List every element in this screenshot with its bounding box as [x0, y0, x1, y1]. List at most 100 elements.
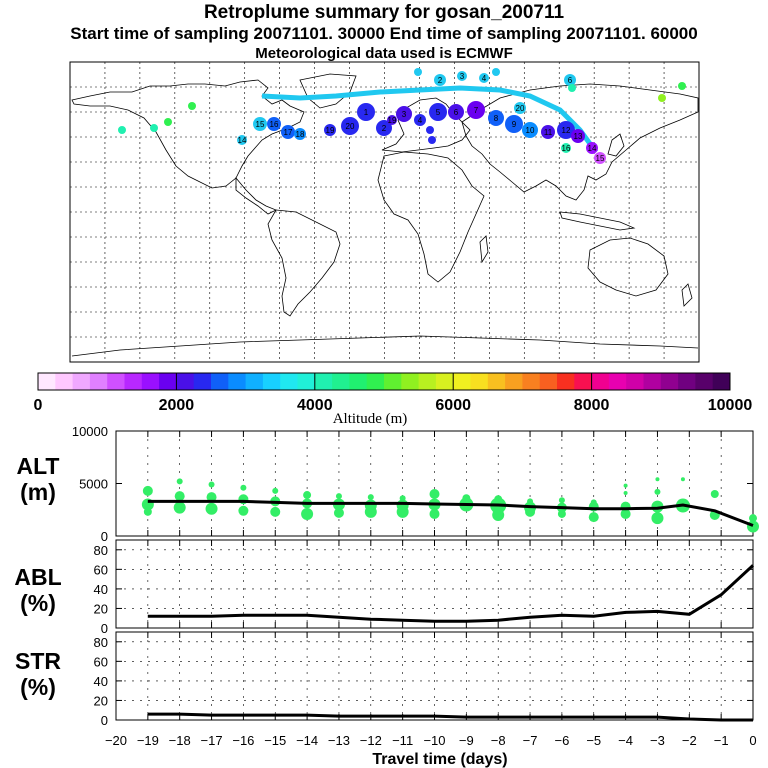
- cluster-label: 5: [436, 108, 441, 117]
- altitude-colorbar: 0 2000 4000 6000 8000 10000 Altitude (m): [34, 372, 753, 427]
- alt-scatter-point: [710, 490, 719, 498]
- cluster-label: 18: [296, 130, 305, 139]
- cluster-marker: [571, 129, 585, 143]
- alt-scatter-point: [396, 505, 409, 518]
- cluster-marker: [505, 115, 523, 133]
- alt-scatter-point: [143, 507, 152, 516]
- alt-scatter-point: [492, 509, 505, 521]
- colorbar-cell: [591, 373, 610, 390]
- colorbar-cell: [332, 373, 350, 390]
- cluster-label: 4: [482, 74, 487, 83]
- cluster-marker: [658, 94, 666, 102]
- cluster-label: 20: [516, 104, 525, 113]
- alt-scatter-point: [208, 481, 215, 488]
- coastlines: [71, 73, 699, 357]
- colorbar-cell: [297, 373, 316, 390]
- cluster-label: 2: [382, 124, 387, 133]
- colorbar-cell: [522, 373, 541, 390]
- colorbar-cell: [280, 373, 298, 390]
- y-tick-label: 40: [94, 582, 108, 597]
- colorbar-cell: [193, 373, 212, 390]
- alt-scatter-point: [173, 501, 186, 514]
- cluster-marker: [522, 122, 538, 138]
- cluster-label: 10: [526, 126, 535, 135]
- met-data-subtitle: Meteorological data used is ECMWF: [255, 45, 513, 62]
- colorbar-cell: [435, 373, 454, 390]
- y-tick-label: 40: [94, 674, 108, 689]
- colorbar-cell: [89, 373, 108, 390]
- colorbar-cell: [72, 373, 91, 390]
- cluster-label: 19: [326, 126, 335, 135]
- colorbar-frame: [37, 372, 731, 391]
- x-tick-label: −12: [360, 733, 382, 748]
- x-tick-label: −3: [650, 733, 665, 748]
- colorbar-cell: [418, 373, 437, 390]
- alt-scatter-point: [303, 491, 312, 500]
- coast-africa: [377, 151, 485, 283]
- coast-antarctica: [71, 335, 699, 357]
- alt-panel: ALT (m) 10000 5000 0: [16, 424, 759, 544]
- alt-scatter-point: [206, 492, 217, 503]
- colorbar-cell: [349, 373, 368, 390]
- alt-scatter-point: [272, 487, 279, 494]
- cluster-label: 14: [238, 136, 247, 145]
- cluster-marker: [561, 143, 571, 153]
- coast-australia: [587, 237, 669, 297]
- colorbar-cell: [245, 373, 264, 390]
- cluster-label: 2: [438, 76, 443, 85]
- x-tick-label: −4: [618, 733, 633, 748]
- cluster-label: 6: [568, 76, 573, 85]
- main-title: Retroplume summary for gosan_200711: [203, 2, 565, 23]
- alt-scatter-point: [623, 483, 628, 488]
- cluster-label: 15: [256, 120, 265, 129]
- y-tick-label: 20: [94, 601, 108, 616]
- y-tick-label: 80: [94, 543, 108, 558]
- colorbar-tick-label: 10000: [708, 397, 753, 414]
- cluster-marker: [492, 68, 500, 76]
- colorbar-cell: [366, 373, 385, 390]
- coast-north-america: [71, 79, 305, 189]
- y-tick-label: 0: [101, 713, 108, 728]
- alt-scatter-point: [558, 497, 565, 504]
- x-tick-label: −13: [328, 733, 350, 748]
- colorbar-cell: [695, 373, 714, 390]
- colorbar-cell: [505, 373, 523, 390]
- x-tick-label: −9: [459, 733, 474, 748]
- colorbar-cell: [124, 373, 143, 390]
- alt-scatter-point: [399, 495, 406, 502]
- cluster-label: 14: [588, 144, 597, 153]
- alt-scatter-point: [620, 508, 631, 519]
- alt-scatter-point: [749, 514, 757, 523]
- alt-scatter-point: [557, 509, 566, 518]
- alt-scatter-point: [270, 506, 281, 517]
- cluster-marker: [564, 74, 576, 86]
- x-tick-label: −15: [264, 733, 286, 748]
- abl-ylabel-line1: ABL: [14, 564, 61, 590]
- x-tick-label: −7: [523, 733, 538, 748]
- cluster-marker: [434, 74, 446, 86]
- y-tick-label: 5000: [79, 477, 108, 492]
- map-graticule: [70, 62, 699, 362]
- alt-scatter-point: [335, 493, 342, 500]
- cluster-marker: [387, 115, 397, 125]
- colorbar-cell: [574, 373, 593, 390]
- colorbar-cell: [557, 373, 575, 390]
- cluster-marker: [376, 120, 392, 136]
- x-axis-label: Travel time (days): [372, 751, 507, 768]
- x-tick-label: −8: [491, 733, 506, 748]
- x-tick-label: −10: [423, 733, 445, 748]
- colorbar-label: Altitude (m): [333, 411, 408, 427]
- alt-scatter-point: [525, 506, 536, 517]
- cluster-label: 3: [402, 110, 407, 119]
- alt-scatter-point: [142, 485, 153, 496]
- coast-new-zealand: [681, 283, 693, 307]
- colorbar-cell: [678, 373, 696, 390]
- alt-scatter-point: [240, 484, 247, 491]
- y-tick-label: 20: [94, 693, 108, 708]
- cluster-marker: [324, 124, 336, 136]
- cluster-label: 19: [388, 116, 397, 125]
- cluster-marker: [237, 135, 247, 145]
- abl-ylabel-line2: (%): [20, 590, 56, 616]
- cluster-marker: [541, 125, 555, 139]
